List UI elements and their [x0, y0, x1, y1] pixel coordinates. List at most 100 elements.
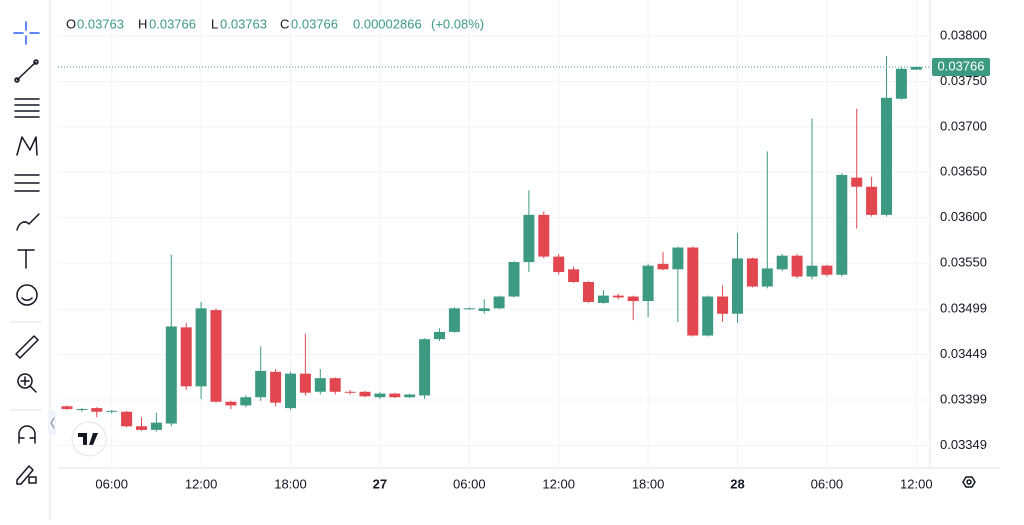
candle-body	[597, 295, 609, 303]
candle-body	[523, 214, 535, 263]
candle-body	[299, 373, 311, 393]
candle-body	[448, 308, 460, 332]
trendline-tool[interactable]	[14, 59, 39, 83]
y-tick-label: 0.03700	[940, 118, 987, 133]
candle-body	[329, 378, 341, 392]
candle-body	[136, 426, 147, 430]
y-tick-label: 0.03349	[940, 437, 987, 452]
candle-body	[791, 255, 803, 277]
candle-body	[270, 371, 282, 403]
candle-body	[657, 263, 669, 270]
x-tick-label: 28	[730, 476, 744, 491]
candle-body	[493, 296, 505, 309]
candle-body	[732, 258, 743, 314]
legend-close-value: 0.03766	[291, 16, 338, 31]
candle-body	[210, 310, 222, 402]
candle-body	[627, 296, 639, 302]
y-tick-label: 0.03399	[940, 391, 987, 406]
legend-low-label: L	[211, 16, 218, 31]
candle-body	[463, 308, 475, 310]
legend-change: 0.00002866	[353, 16, 422, 31]
candle-body	[717, 296, 729, 314]
candle-body	[121, 411, 133, 427]
brush-tool[interactable]	[16, 213, 40, 231]
candle-body	[285, 373, 296, 409]
candle-body	[806, 265, 818, 277]
candle-body	[672, 247, 684, 270]
tradingview-logo[interactable]	[71, 421, 107, 457]
x-tick-label: 06:00	[95, 476, 128, 491]
y-tick-label: 0.03750	[940, 73, 987, 88]
collapse-toggle[interactable]	[48, 410, 56, 436]
candle-body	[851, 177, 863, 187]
candle-body	[538, 214, 550, 257]
y-tick-label: 0.03449	[940, 346, 987, 361]
x-tick-label: 06:00	[811, 476, 844, 491]
ohlc-legend: O 0.03763 H 0.03766 L 0.03763 C 0.03766 …	[66, 16, 484, 31]
last-price-badge	[932, 57, 990, 76]
legend-high-label: H	[138, 16, 147, 31]
candle-body	[746, 258, 758, 287]
emoji-tool[interactable]	[16, 284, 38, 306]
lock-tool[interactable]	[16, 465, 37, 485]
x-tick-label: 12:00	[900, 476, 933, 491]
candle-body	[374, 393, 386, 398]
zoom-tool[interactable]	[17, 373, 37, 393]
candle-body	[225, 401, 237, 406]
legend-close-label: C	[280, 16, 289, 31]
settings-button[interactable]	[962, 476, 976, 488]
candle-body	[702, 296, 714, 336]
candle-body	[583, 282, 594, 302]
candle-body	[821, 265, 833, 275]
magnet-tool[interactable]	[18, 425, 36, 444]
candle-body	[910, 66, 922, 70]
pattern-tool[interactable]	[16, 136, 38, 156]
x-tick-label: 06:00	[453, 476, 486, 491]
candle-body	[761, 268, 773, 287]
x-tick-label: 27	[373, 476, 387, 491]
candle-body	[404, 394, 416, 398]
candle-body	[642, 265, 654, 302]
candle-body	[344, 391, 356, 393]
candle-body	[61, 406, 73, 410]
legend-change-pct: (+0.08%)	[431, 16, 484, 31]
x-tick-label: 18:00	[632, 476, 665, 491]
projection-tool[interactable]	[14, 174, 40, 192]
candle-body	[106, 410, 118, 412]
candle-body	[240, 397, 252, 406]
candle-body	[419, 339, 431, 396]
toolbar	[10, 21, 42, 485]
candle-body	[314, 378, 326, 392]
candle-body	[195, 308, 207, 387]
ruler-tool[interactable]	[15, 335, 39, 359]
y-tick-label: 0.03550	[940, 254, 987, 269]
legend-low-value: 0.03763	[220, 16, 267, 31]
legend-high-value: 0.03766	[149, 16, 196, 31]
x-tick-label: 12:00	[185, 476, 218, 491]
last-price-label: 0.03766	[938, 58, 985, 73]
candle-body	[180, 327, 192, 387]
candle-body	[776, 255, 788, 270]
candle-body	[165, 326, 177, 424]
x-tick-label: 18:00	[274, 476, 307, 491]
fib-tool[interactable]	[14, 98, 40, 118]
legend-open-label: O	[66, 16, 76, 31]
candle-body	[687, 247, 699, 336]
candle-body	[359, 391, 371, 397]
candle-body	[612, 295, 624, 298]
candle-body	[389, 393, 401, 398]
candle-body	[76, 409, 88, 411]
y-tick-label: 0.03650	[940, 164, 987, 179]
candle-body	[553, 256, 565, 273]
candle-body	[881, 97, 892, 215]
candle-body	[91, 408, 103, 412]
y-tick-label: 0.03600	[940, 209, 987, 224]
candle-body	[836, 174, 848, 275]
crosshair-tool[interactable]	[13, 21, 40, 45]
text-tool[interactable]	[17, 249, 35, 269]
candle-body	[895, 68, 907, 99]
x-tick-label: 12:00	[542, 476, 575, 491]
candle-body	[478, 308, 490, 312]
